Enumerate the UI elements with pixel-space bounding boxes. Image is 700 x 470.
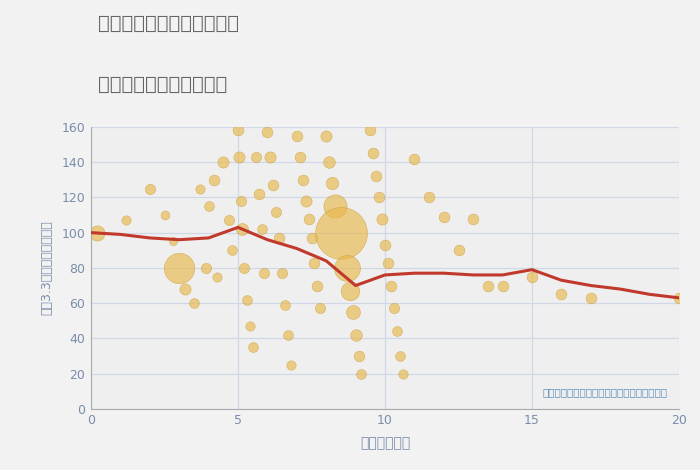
Point — [453, 247, 464, 254]
Point — [321, 132, 332, 140]
X-axis label: 駅距離（分）: 駅距離（分） — [360, 436, 410, 450]
Point — [241, 296, 253, 304]
Y-axis label: 坪（3.3㎡）単価（万円）: 坪（3.3㎡）単価（万円） — [40, 220, 53, 315]
Point — [391, 328, 402, 335]
Point — [179, 285, 190, 293]
Point — [330, 203, 341, 210]
Point — [188, 299, 199, 307]
Point — [370, 172, 382, 180]
Point — [377, 215, 388, 222]
Point — [291, 132, 302, 140]
Point — [673, 294, 685, 302]
Point — [306, 234, 317, 242]
Point — [209, 176, 220, 184]
Point — [341, 264, 352, 272]
Point — [237, 226, 248, 233]
Point — [468, 215, 479, 222]
Point — [218, 158, 229, 166]
Point — [323, 158, 335, 166]
Point — [168, 238, 179, 245]
Text: 神奈川県横須賀市三春町の: 神奈川県横須賀市三春町の — [98, 14, 239, 33]
Point — [424, 194, 435, 201]
Point — [300, 197, 312, 205]
Point — [286, 361, 297, 368]
Point — [365, 126, 376, 134]
Point — [120, 217, 132, 224]
Point — [227, 247, 238, 254]
Point — [350, 331, 361, 338]
Point — [294, 153, 305, 161]
Point — [497, 282, 508, 289]
Point — [356, 370, 367, 377]
Point — [144, 185, 155, 192]
Point — [394, 352, 405, 360]
Point — [368, 149, 379, 157]
Point — [265, 153, 276, 161]
Point — [250, 153, 261, 161]
Point — [397, 370, 408, 377]
Point — [385, 282, 396, 289]
Point — [347, 308, 358, 316]
Point — [212, 273, 223, 281]
Point — [223, 217, 235, 224]
Point — [194, 185, 205, 192]
Point — [244, 322, 256, 330]
Point — [297, 176, 308, 184]
Point — [335, 229, 346, 236]
Point — [374, 194, 385, 201]
Point — [312, 282, 323, 289]
Point — [159, 212, 170, 219]
Point — [174, 264, 185, 272]
Point — [232, 126, 244, 134]
Point — [585, 294, 596, 302]
Text: 円の大きさは、取引のあった物件面積を示す: 円の大きさは、取引のあった物件面積を示す — [542, 388, 667, 398]
Point — [482, 282, 493, 289]
Point — [556, 290, 567, 298]
Point — [276, 269, 288, 277]
Point — [91, 229, 102, 236]
Point — [353, 352, 364, 360]
Point — [282, 331, 293, 338]
Point — [267, 181, 279, 189]
Point — [274, 234, 285, 242]
Point — [262, 128, 273, 136]
Point — [379, 241, 391, 249]
Point — [326, 180, 337, 187]
Point — [200, 264, 211, 272]
Point — [344, 287, 356, 295]
Point — [389, 305, 400, 312]
Point — [526, 273, 538, 281]
Point — [438, 213, 449, 220]
Point — [279, 301, 290, 309]
Point — [253, 190, 264, 197]
Point — [238, 264, 249, 272]
Point — [409, 155, 420, 163]
Point — [315, 305, 326, 312]
Point — [271, 208, 282, 215]
Point — [235, 197, 246, 205]
Point — [256, 226, 267, 233]
Point — [382, 259, 393, 266]
Point — [303, 215, 314, 222]
Point — [259, 269, 270, 277]
Point — [247, 344, 258, 351]
Point — [203, 203, 214, 210]
Point — [234, 153, 245, 161]
Point — [309, 259, 320, 266]
Text: 駅距離別中古戸建て価格: 駅距離別中古戸建て価格 — [98, 75, 228, 94]
